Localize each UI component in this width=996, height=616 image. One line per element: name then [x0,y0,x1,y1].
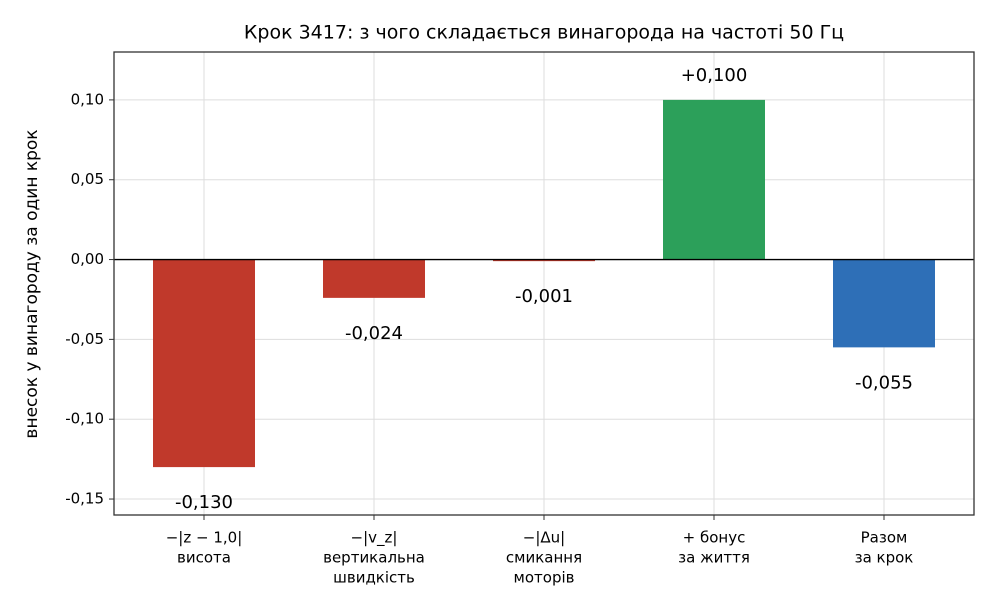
x-tick-label: −|v_z| [351,529,398,548]
plot-frame [113,51,975,516]
x-tick-label: −|Δu| [523,529,565,547]
value-label: +0,100 [681,65,748,86]
y-tick-label: 0,10 [71,90,104,108]
bar [153,259,255,468]
x-tick-label: висота [177,549,231,567]
bar [493,259,595,262]
chart-title: Крок 3417: з чого складається винагорода… [244,22,844,44]
x-tick-label: −|z − 1,0| [166,529,243,547]
x-tick-label: + бонус [683,529,746,547]
value-label: -0,130 [175,492,233,513]
x-tick-label: моторів [514,569,575,587]
x-tick-label: смикання [506,549,582,567]
bar [663,99,765,260]
y-tick-label: -0,05 [65,330,104,348]
y-axis-label: внесок у винагороду за один крок [22,129,42,438]
value-label: -0,024 [345,323,403,344]
value-label: -0,055 [855,372,913,393]
x-tick-label: за життя [678,549,750,567]
value-label: -0,001 [515,286,573,307]
bar [323,259,425,298]
x-tick-label: вертикальна [323,549,425,567]
y-tick-label: -0,15 [65,490,104,508]
x-tick-label: швидкість [333,569,415,587]
x-tick-label: за крок [855,549,914,567]
y-tick-label: -0,10 [65,410,104,428]
x-tick-label: Разом [861,529,908,547]
y-tick-label: 0,05 [71,170,104,188]
bar [833,259,935,348]
y-tick-label: 0,00 [71,250,104,268]
